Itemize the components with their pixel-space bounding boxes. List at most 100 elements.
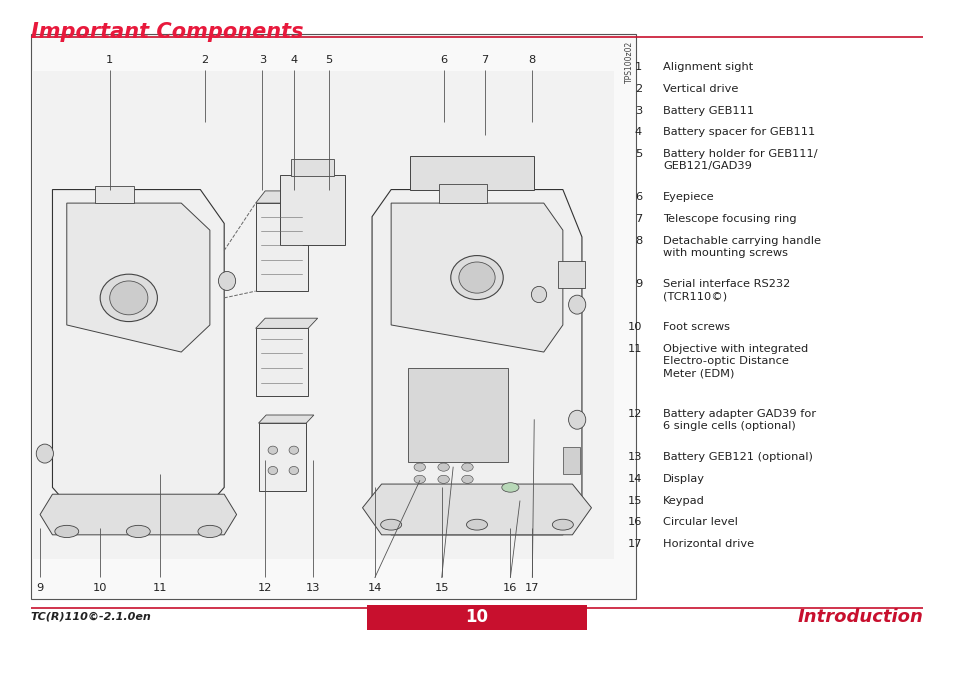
Polygon shape (410, 156, 534, 190)
FancyBboxPatch shape (408, 368, 507, 462)
Text: 7: 7 (634, 214, 641, 224)
Ellipse shape (501, 483, 518, 492)
Bar (291, 159, 334, 176)
Bar (258, 423, 306, 491)
Circle shape (437, 463, 449, 471)
Ellipse shape (36, 444, 53, 463)
Circle shape (414, 463, 425, 471)
Text: 5: 5 (634, 149, 641, 159)
Text: 17: 17 (627, 539, 641, 549)
Ellipse shape (458, 262, 495, 293)
Bar (367, 605, 586, 630)
Circle shape (414, 475, 425, 483)
Text: 9: 9 (36, 583, 44, 592)
Ellipse shape (268, 446, 277, 454)
Text: 2: 2 (201, 55, 209, 64)
Polygon shape (52, 190, 224, 515)
Text: Display: Display (662, 474, 704, 484)
Text: 4: 4 (290, 55, 297, 64)
Text: 3: 3 (634, 106, 641, 116)
Text: 15: 15 (627, 496, 641, 506)
Ellipse shape (197, 525, 221, 538)
Text: 17: 17 (524, 583, 539, 592)
Text: Battery holder for GEB111/
GEB121/GAD39: Battery holder for GEB111/ GEB121/GAD39 (662, 149, 817, 171)
Text: 12: 12 (627, 409, 641, 419)
Text: Serial interface RS232
(TCR110©): Serial interface RS232 (TCR110©) (662, 279, 789, 301)
Text: Alignment sight: Alignment sight (662, 62, 753, 72)
Ellipse shape (55, 525, 78, 538)
Ellipse shape (100, 274, 157, 322)
Bar (562, 447, 579, 474)
Polygon shape (255, 318, 317, 328)
Bar (438, 184, 486, 203)
Ellipse shape (380, 519, 401, 530)
Text: 4: 4 (635, 127, 641, 137)
Text: Detachable carrying handle
with mounting screws: Detachable carrying handle with mounting… (662, 236, 821, 258)
Ellipse shape (568, 410, 585, 429)
Ellipse shape (289, 446, 298, 454)
Text: 1: 1 (634, 62, 641, 72)
Text: 3: 3 (258, 55, 266, 64)
Text: 5: 5 (325, 55, 333, 64)
Text: 15: 15 (434, 583, 449, 592)
Text: Battery GEB121 (optional): Battery GEB121 (optional) (662, 452, 812, 462)
Bar (255, 328, 308, 396)
Bar (32, 71, 614, 559)
Bar (255, 203, 308, 291)
Polygon shape (40, 494, 236, 535)
Text: Keypad: Keypad (662, 496, 704, 506)
Text: 14: 14 (627, 474, 641, 484)
Ellipse shape (218, 271, 235, 290)
Text: Battery adapter GAD39 for
6 single cells (optional): Battery adapter GAD39 for 6 single cells… (662, 409, 816, 431)
Text: Telescope focusing ring: Telescope focusing ring (662, 214, 796, 224)
Bar (30, 34, 636, 599)
Text: 14: 14 (367, 583, 382, 592)
Text: TC(R)110©-2.1.0en: TC(R)110©-2.1.0en (30, 612, 152, 621)
Text: 11: 11 (627, 344, 641, 354)
Ellipse shape (450, 255, 503, 299)
Text: 2: 2 (635, 84, 641, 94)
Text: Eyepiece: Eyepiece (662, 192, 714, 202)
Ellipse shape (268, 466, 277, 475)
Text: 16: 16 (502, 583, 517, 592)
Text: Important Components: Important Components (30, 22, 303, 42)
Polygon shape (372, 190, 581, 535)
Text: 13: 13 (305, 583, 320, 592)
Text: 6: 6 (635, 192, 641, 202)
Text: Horizontal drive: Horizontal drive (662, 539, 754, 549)
Ellipse shape (466, 519, 487, 530)
Text: Foot screws: Foot screws (662, 322, 729, 332)
Ellipse shape (126, 525, 151, 538)
Ellipse shape (110, 281, 148, 315)
Text: Battery GEB111: Battery GEB111 (662, 106, 754, 116)
Text: 8: 8 (528, 55, 536, 64)
Text: 6: 6 (439, 55, 447, 64)
Text: 10: 10 (465, 609, 488, 626)
Text: 16: 16 (627, 517, 641, 527)
Text: 10: 10 (92, 583, 108, 592)
Text: Objective with integrated
Electro-optic Distance
Meter (EDM): Objective with integrated Electro-optic … (662, 344, 807, 378)
FancyBboxPatch shape (279, 175, 345, 245)
Text: 10: 10 (627, 322, 641, 332)
Circle shape (437, 475, 449, 483)
Polygon shape (258, 415, 314, 423)
Text: Vertical drive: Vertical drive (662, 84, 738, 94)
Text: 11: 11 (152, 583, 168, 592)
Polygon shape (67, 203, 210, 352)
Text: Circular level: Circular level (662, 517, 737, 527)
Text: 13: 13 (627, 452, 641, 462)
Polygon shape (255, 191, 317, 203)
Text: 12: 12 (257, 583, 273, 592)
Text: 1: 1 (106, 55, 113, 64)
Text: 8: 8 (634, 236, 641, 246)
Text: Battery spacer for GEB111: Battery spacer for GEB111 (662, 127, 815, 137)
Bar (558, 261, 584, 288)
Circle shape (461, 463, 473, 471)
Polygon shape (391, 203, 562, 352)
Text: 9: 9 (634, 279, 641, 289)
Text: TPS100z02: TPS100z02 (624, 41, 634, 83)
Text: 7: 7 (480, 55, 488, 64)
Text: Introduction: Introduction (797, 608, 923, 626)
Bar (95, 186, 133, 203)
Ellipse shape (531, 286, 546, 303)
